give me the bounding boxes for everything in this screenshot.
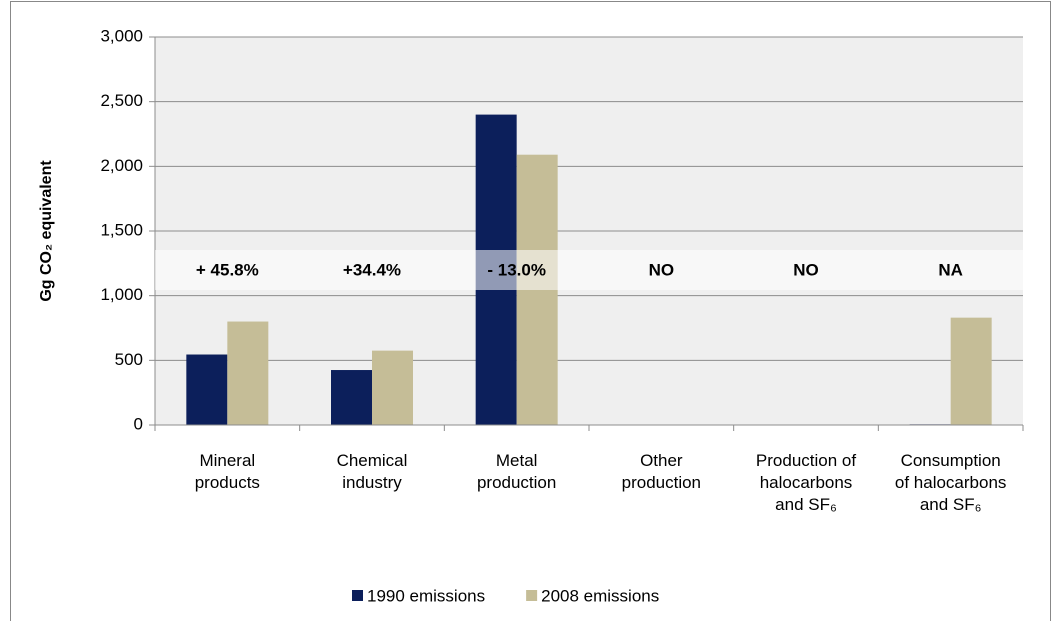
x-tick-label: Other production: [621, 451, 702, 492]
y-tick-label: 0: [134, 414, 143, 433]
y-axis-label: Gg CO₂ equivalent: [38, 160, 55, 302]
y-tick-label: 2,000: [100, 156, 143, 175]
y-tick-label: 3,000: [100, 26, 143, 45]
chart-frame: [10, 1, 1051, 621]
x-tick-label: Consumption of halocarbons and SF₆: [894, 451, 1007, 514]
x-tick-label: Mineral products: [194, 451, 260, 492]
annotation-band: [155, 250, 1028, 290]
x-tick-label: Metal production: [476, 451, 557, 492]
x-tick-label: Production of halocarbons and SF₆: [755, 451, 857, 514]
y-tick-label: 1,500: [100, 220, 143, 239]
annotation: - 13.0%: [487, 260, 546, 279]
annotation: + 45.8%: [196, 260, 259, 279]
annotation: NA: [938, 260, 963, 279]
bar: [186, 354, 228, 425]
legend-label: 2008 emissions: [541, 586, 659, 605]
annotation: +34.4%: [343, 260, 401, 279]
y-tick-label: 2,500: [100, 91, 143, 110]
legend-label: 1990 emissions: [367, 586, 485, 605]
legend-swatch: [526, 590, 538, 601]
annotation: NO: [649, 260, 675, 279]
bar: [331, 370, 372, 425]
x-tick-label: Chemical industry: [336, 451, 408, 492]
annotation: NO: [793, 260, 819, 279]
y-tick-label: 500: [115, 350, 143, 369]
bar: [372, 350, 413, 425]
legend-swatch: [352, 590, 363, 601]
y-tick-label: 1,000: [100, 285, 143, 304]
bar: [950, 317, 992, 425]
bar: [227, 321, 269, 425]
